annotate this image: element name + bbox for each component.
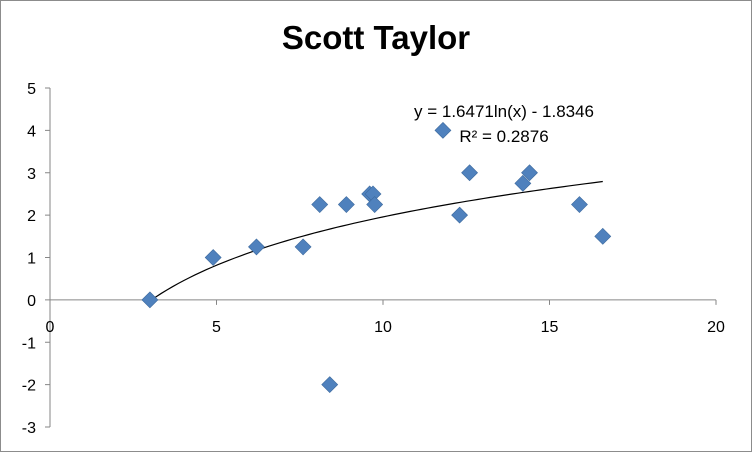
data-point <box>521 164 538 182</box>
data-point <box>321 376 339 394</box>
y-tick-label: -2 <box>22 378 36 395</box>
data-point <box>141 291 159 309</box>
data-point <box>204 249 222 266</box>
data-point <box>451 206 469 224</box>
y-tick-label: 3 <box>27 166 36 183</box>
trendline-equation: y = 1.6471ln(x) - 1.8346 <box>414 102 594 121</box>
x-tick-label: 0 <box>46 319 55 336</box>
trendline-r2: R² = 0.2876 <box>459 127 548 146</box>
y-tick-label: 4 <box>27 123 36 140</box>
data-point <box>594 227 612 245</box>
data-point <box>514 174 532 192</box>
y-tick-label: -3 <box>22 420 36 437</box>
trendline <box>149 180 603 302</box>
y-tick-label: 2 <box>27 208 36 225</box>
y-tick-label: 1 <box>27 251 36 268</box>
data-point <box>461 164 479 182</box>
data-point <box>248 238 265 256</box>
data-point <box>434 121 452 139</box>
x-tick-label: 15 <box>541 319 559 336</box>
y-tick-label: -1 <box>22 335 36 352</box>
data-point <box>311 196 329 213</box>
data-point <box>366 196 384 213</box>
data-points <box>141 121 612 394</box>
y-tick-label: 0 <box>27 293 36 310</box>
x-tick-label: 5 <box>212 319 221 336</box>
trendline-curve <box>149 180 603 302</box>
data-point <box>294 238 312 256</box>
y-tick-label: 5 <box>27 81 36 98</box>
x-tick-label: 20 <box>707 319 725 336</box>
data-point <box>571 196 588 213</box>
x-tick-label: 10 <box>374 319 392 336</box>
data-point <box>337 196 355 213</box>
chart-title: Scott Taylor <box>281 19 471 56</box>
